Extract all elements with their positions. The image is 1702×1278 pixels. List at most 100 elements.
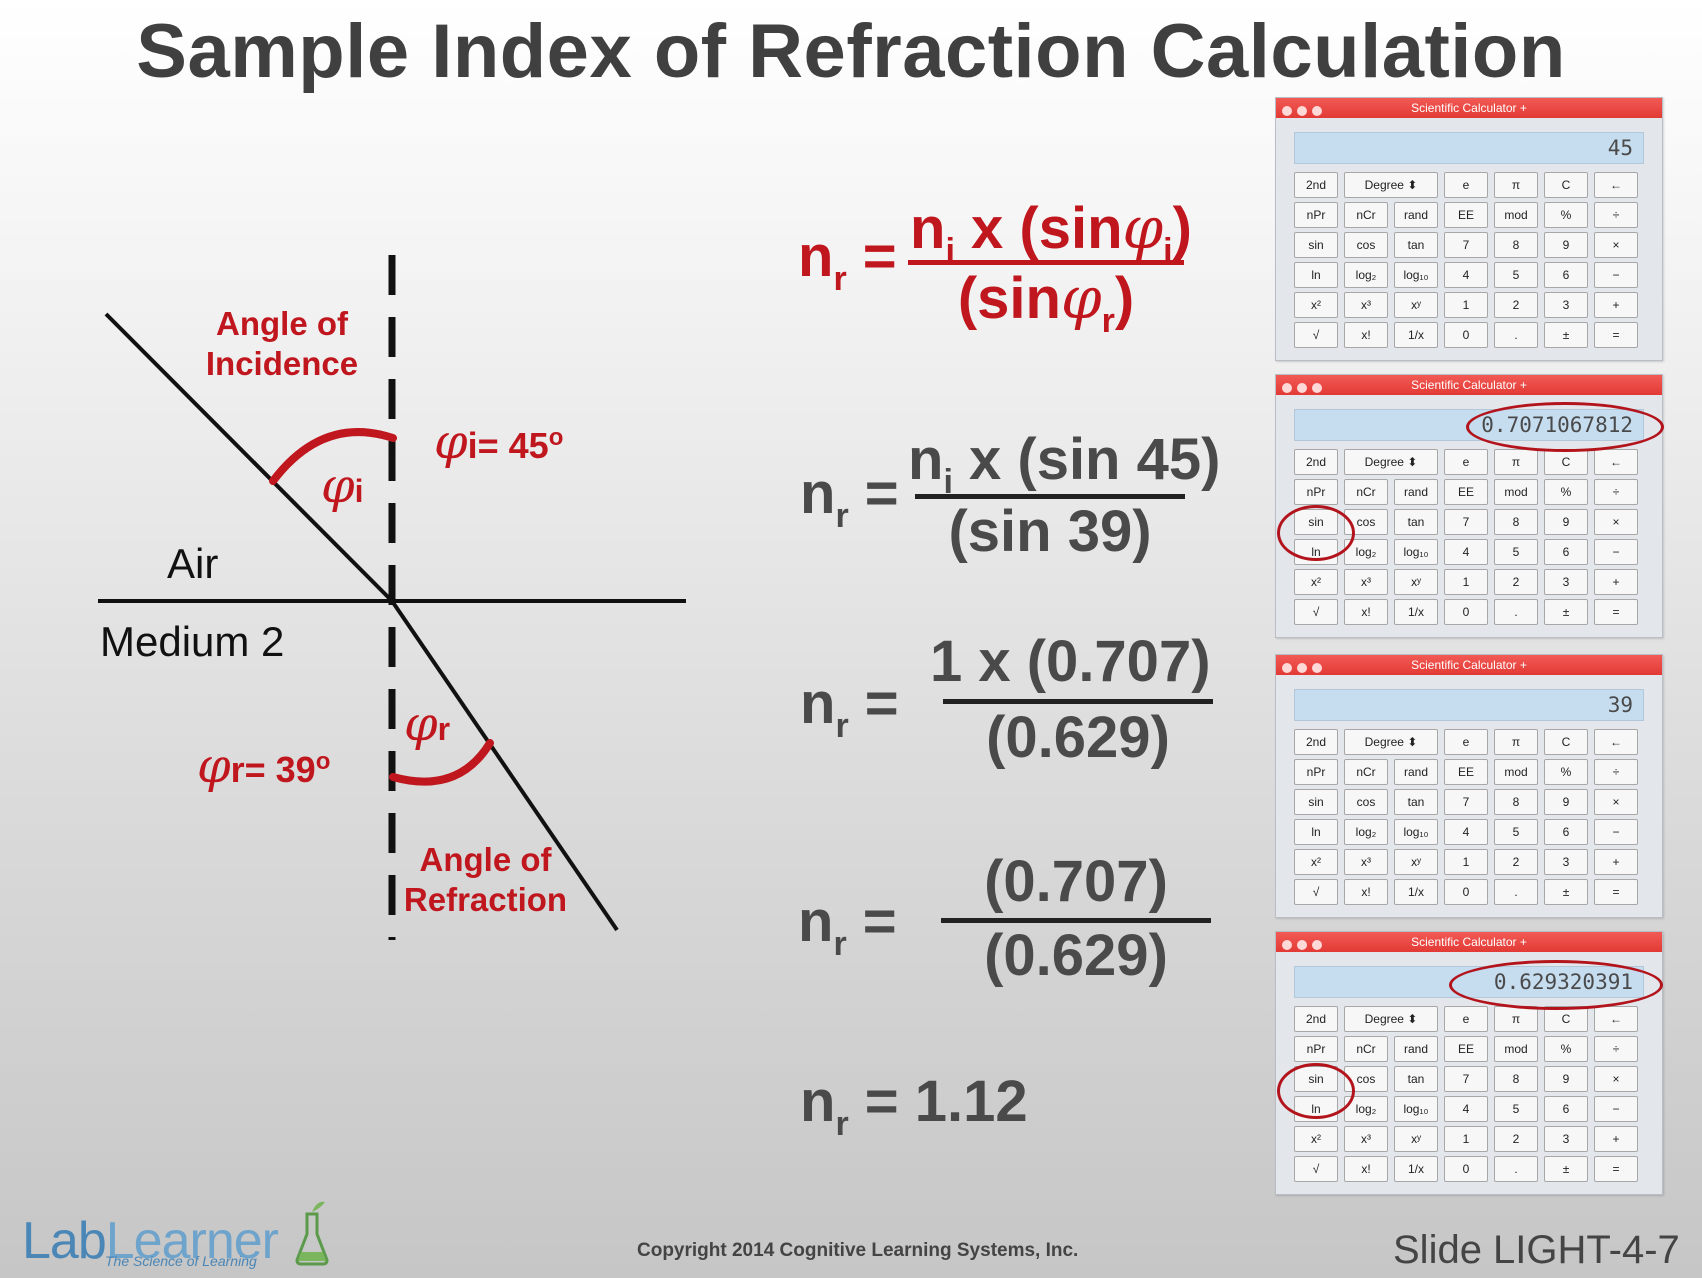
calculator-key[interactable]: tan: [1394, 1066, 1438, 1092]
calculator-key[interactable]: xʸ: [1394, 292, 1438, 318]
calculator-key[interactable]: x²: [1294, 569, 1338, 595]
calculator-key[interactable]: 7: [1444, 232, 1488, 258]
window-controls[interactable]: [1282, 660, 1327, 678]
calculator-key[interactable]: x²: [1294, 1126, 1338, 1152]
calculator-key[interactable]: ÷: [1594, 1036, 1638, 1062]
calculator-key[interactable]: 4: [1444, 262, 1488, 288]
calculator-key[interactable]: mod: [1494, 202, 1538, 228]
calculator-key[interactable]: log₂: [1344, 262, 1388, 288]
calculator-key[interactable]: ln: [1294, 262, 1338, 288]
calculator-key[interactable]: mod: [1494, 479, 1538, 505]
calculator-key[interactable]: cos: [1344, 232, 1388, 258]
calculator-key[interactable]: e: [1444, 729, 1488, 755]
calculator-key[interactable]: .: [1494, 1156, 1538, 1182]
calculator-key[interactable]: π: [1494, 449, 1538, 475]
zoom-icon[interactable]: [1312, 663, 1322, 673]
calculator-key[interactable]: ÷: [1594, 479, 1638, 505]
close-icon[interactable]: [1282, 106, 1292, 116]
calculator-key[interactable]: C: [1544, 729, 1588, 755]
calculator-key[interactable]: 1: [1444, 569, 1488, 595]
calculator-key[interactable]: 2nd: [1294, 172, 1338, 198]
calculator-key[interactable]: sin: [1294, 789, 1338, 815]
calculator-key[interactable]: e: [1444, 172, 1488, 198]
window-controls[interactable]: [1282, 380, 1327, 398]
calculator-key[interactable]: .: [1494, 599, 1538, 625]
calculator-key[interactable]: EE: [1444, 759, 1488, 785]
calculator-key[interactable]: 9: [1544, 509, 1588, 535]
calculator-key[interactable]: ×: [1594, 1066, 1638, 1092]
calculator-key[interactable]: 8: [1494, 789, 1538, 815]
calculator-key[interactable]: x!: [1344, 879, 1388, 905]
minimize-icon[interactable]: [1297, 106, 1307, 116]
calculator-key[interactable]: =: [1594, 599, 1638, 625]
calculator-key[interactable]: 2nd: [1294, 1006, 1338, 1032]
calculator-key[interactable]: √: [1294, 599, 1338, 625]
calculator-key[interactable]: 3: [1544, 849, 1588, 875]
calculator-key[interactable]: x³: [1344, 1126, 1388, 1152]
calculator-key[interactable]: x³: [1344, 849, 1388, 875]
calculator-key[interactable]: nCr: [1344, 1036, 1388, 1062]
calculator-key[interactable]: ×: [1594, 509, 1638, 535]
calculator-key[interactable]: x!: [1344, 322, 1388, 348]
calculator-key[interactable]: nPr: [1294, 479, 1338, 505]
calculator-key[interactable]: %: [1544, 202, 1588, 228]
calculator-key[interactable]: 4: [1444, 819, 1488, 845]
calculator-key[interactable]: ×: [1594, 232, 1638, 258]
calculator-key[interactable]: −: [1594, 819, 1638, 845]
calculator-key[interactable]: ×: [1594, 789, 1638, 815]
calculator-key[interactable]: log₁₀: [1394, 1096, 1438, 1122]
calculator-key[interactable]: 5: [1494, 539, 1538, 565]
calculator-key[interactable]: rand: [1394, 1036, 1438, 1062]
calculator-key[interactable]: 2: [1494, 292, 1538, 318]
calculator-key[interactable]: C: [1544, 449, 1588, 475]
calculator-key[interactable]: √: [1294, 1156, 1338, 1182]
calculator-key[interactable]: 8: [1494, 1066, 1538, 1092]
calculator-key[interactable]: Degree ⬍: [1344, 449, 1438, 475]
calculator-key[interactable]: mod: [1494, 1036, 1538, 1062]
close-icon[interactable]: [1282, 383, 1292, 393]
minimize-icon[interactable]: [1297, 940, 1307, 950]
calculator-key[interactable]: x³: [1344, 292, 1388, 318]
calculator-key[interactable]: 0: [1444, 599, 1488, 625]
calculator-key[interactable]: x!: [1344, 599, 1388, 625]
calculator-key[interactable]: 1/x: [1394, 322, 1438, 348]
calculator-key[interactable]: C: [1544, 172, 1588, 198]
calculator-key[interactable]: x³: [1344, 569, 1388, 595]
calculator-key[interactable]: xʸ: [1394, 569, 1438, 595]
calculator-key[interactable]: √: [1294, 322, 1338, 348]
calculator-key[interactable]: 2: [1494, 1126, 1538, 1152]
calculator-key[interactable]: nCr: [1344, 759, 1388, 785]
calculator-key[interactable]: −: [1594, 1096, 1638, 1122]
calculator-key[interactable]: EE: [1444, 1036, 1488, 1062]
calculator-key[interactable]: π: [1494, 1006, 1538, 1032]
calculator-key[interactable]: mod: [1494, 759, 1538, 785]
calculator-key[interactable]: 1: [1444, 1126, 1488, 1152]
calculator-key[interactable]: e: [1444, 1006, 1488, 1032]
calculator-key[interactable]: 6: [1544, 1096, 1588, 1122]
calculator-key[interactable]: 7: [1444, 789, 1488, 815]
calculator-key[interactable]: %: [1544, 759, 1588, 785]
calculator-key[interactable]: ±: [1544, 599, 1588, 625]
calculator-key[interactable]: ←: [1594, 172, 1638, 198]
calculator-key[interactable]: +: [1594, 1126, 1638, 1152]
calculator-key[interactable]: %: [1544, 479, 1588, 505]
calculator-key[interactable]: ±: [1544, 879, 1588, 905]
calculator-key[interactable]: ←: [1594, 449, 1638, 475]
calculator-key[interactable]: rand: [1394, 202, 1438, 228]
calculator-key[interactable]: 4: [1444, 539, 1488, 565]
calculator-key[interactable]: 9: [1544, 789, 1588, 815]
calculator-key[interactable]: rand: [1394, 479, 1438, 505]
calculator-key[interactable]: 7: [1444, 1066, 1488, 1092]
calculator-key[interactable]: nCr: [1344, 479, 1388, 505]
calculator-key[interactable]: 7: [1444, 509, 1488, 535]
calculator-key[interactable]: 6: [1544, 262, 1588, 288]
calculator-key[interactable]: x²: [1294, 849, 1338, 875]
calculator-key[interactable]: nPr: [1294, 759, 1338, 785]
calculator-key[interactable]: 3: [1544, 1126, 1588, 1152]
calculator-key[interactable]: 0: [1444, 322, 1488, 348]
calculator-key[interactable]: tan: [1394, 789, 1438, 815]
calculator-key[interactable]: 1/x: [1394, 879, 1438, 905]
calculator-key[interactable]: xʸ: [1394, 1126, 1438, 1152]
calculator-key[interactable]: .: [1494, 322, 1538, 348]
calculator-key[interactable]: −: [1594, 539, 1638, 565]
